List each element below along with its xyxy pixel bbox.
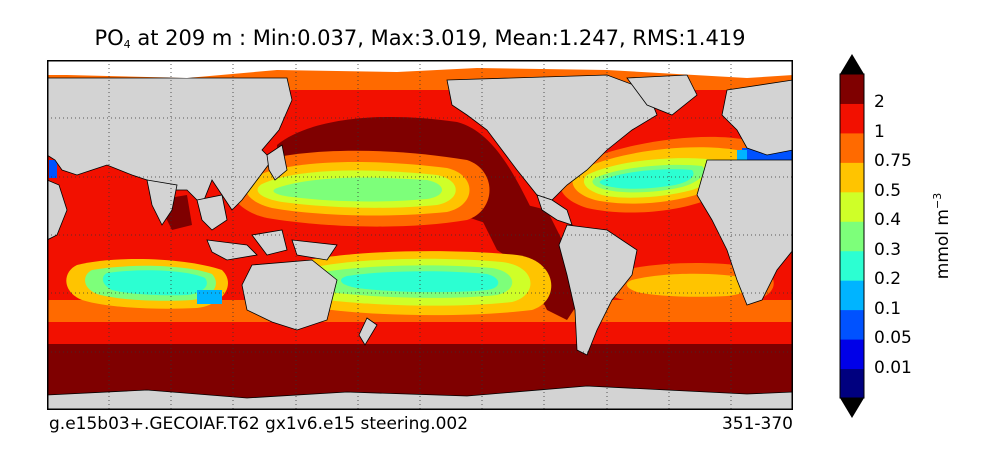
case-name: g.e15b03+.GECOIAF.T62 gx1v6.e15 steering… — [49, 414, 469, 434]
colorbar-segment — [840, 280, 864, 311]
north-pacific-gyre-green — [273, 177, 442, 202]
colorbar-tick-label: 0.01 — [874, 357, 912, 378]
landmass-europe — [721, 79, 793, 156]
colorbar-segment — [840, 339, 864, 370]
landmass-africa — [696, 159, 793, 306]
colorbar-extend-max — [840, 54, 864, 74]
landmass-south-america — [558, 224, 638, 356]
colorbar-frame — [839, 73, 865, 399]
title-variable-subscript: 4 — [123, 38, 131, 51]
plot-title: PO4 at 209 m : Min:0.037, Max:3.019, Mea… — [0, 26, 840, 51]
ocean-map — [47, 60, 793, 410]
indonesian-blue — [197, 290, 222, 304]
landmass-new-zealand — [358, 317, 378, 346]
landmass-greenland — [626, 74, 698, 116]
south-indian-gyre-cyan — [102, 270, 207, 296]
colorbar-tick-label: 0.2 — [874, 269, 902, 290]
gridlines — [47, 60, 793, 410]
south-pacific-gyre-cyan — [341, 271, 499, 293]
map-frame — [47, 60, 793, 410]
landmass-indochina — [196, 194, 228, 231]
colorbar-segment — [840, 221, 864, 252]
southern-darkred-band — [47, 344, 793, 389]
title-stats: at 209 m : Min:0.037, Max:3.019, Mean:1.… — [130, 26, 746, 50]
colorbar-tick-label: 0.4 — [874, 210, 902, 231]
colorbar-tick-label: 0.5 — [874, 180, 902, 201]
colorbar-segment — [840, 103, 864, 134]
colorbar-tick-label: 0.05 — [874, 328, 912, 349]
unit-text: mmol m — [932, 209, 953, 280]
colorbar-segment — [840, 74, 864, 104]
colorbar — [839, 54, 865, 418]
landmass-new-guinea — [291, 239, 338, 261]
colorbar-tick-label: 2 — [874, 92, 885, 113]
landmass-india — [146, 179, 178, 226]
red-sea-blue — [49, 160, 57, 178]
south-atlantic-yellow — [626, 273, 751, 297]
colorbar-segment — [840, 368, 864, 399]
colorbar-tick-label: 1 — [874, 121, 885, 142]
unit-exponent: −3 — [931, 192, 945, 209]
colorbar-segment — [840, 309, 864, 340]
landmass-east-africa — [47, 179, 68, 241]
colorbar-tick-label: 0.3 — [874, 239, 902, 260]
north-atlantic-gyre-cyan — [599, 169, 694, 189]
colorbar-segment — [840, 132, 864, 163]
landmass-japan — [266, 144, 288, 181]
colorbar-segment — [840, 250, 864, 281]
colorbar-tick-label: 0.75 — [874, 151, 912, 172]
colorbar-unit-label: mmol m−3 — [931, 193, 953, 279]
land-masses — [47, 74, 793, 410]
southern-red-band — [47, 322, 793, 346]
landmass-antarctica — [47, 385, 793, 410]
colorbar-segment — [840, 191, 864, 222]
mediterranean-cyan — [737, 150, 747, 160]
east-pacific-darkred — [467, 190, 587, 320]
landmass-central-america — [536, 194, 573, 226]
colorbar-segment — [840, 162, 864, 193]
colorbar-extend-min — [840, 398, 864, 418]
landmass-indonesia-west — [206, 239, 258, 261]
landmass-borneo — [251, 229, 288, 256]
title-variable: PO — [94, 26, 124, 50]
colorbar-tick-label: 0.1 — [874, 298, 902, 319]
year-range: 351-370 — [721, 414, 793, 434]
